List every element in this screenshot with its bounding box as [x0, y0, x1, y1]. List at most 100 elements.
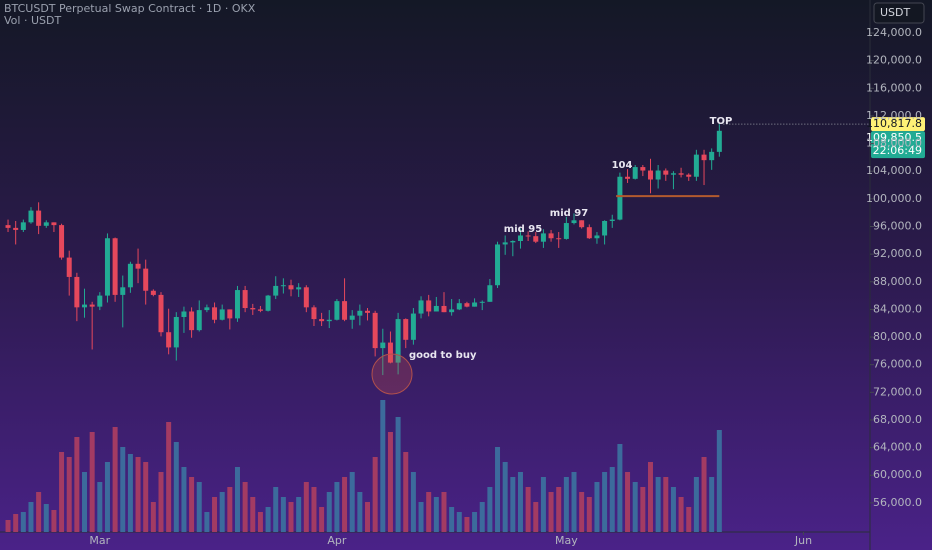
candle-body	[273, 285, 279, 296]
volume-bar	[472, 512, 478, 532]
volume-bar	[533, 502, 539, 532]
annotation: good to buy	[409, 350, 477, 361]
volume-bar	[701, 457, 707, 532]
volume-bar	[380, 400, 386, 532]
candle-body	[678, 173, 684, 175]
y-tick-label: 84,000.0	[873, 302, 922, 315]
candle-body	[502, 242, 508, 245]
volume-bar	[716, 430, 722, 532]
candle-body	[602, 220, 608, 236]
volume-bar	[617, 444, 623, 532]
candle-body	[326, 319, 332, 322]
volume-bar	[625, 472, 631, 532]
candle-body	[250, 308, 256, 310]
volume-bar	[219, 492, 225, 532]
candle-body	[563, 223, 569, 239]
candle-body	[59, 225, 65, 258]
volume-bar	[158, 472, 164, 532]
volume-bar	[502, 462, 508, 532]
candle-body	[143, 268, 149, 291]
volume-bar	[273, 487, 279, 532]
candle-body	[556, 238, 562, 240]
volume-bar	[594, 482, 600, 532]
y-tick-label: 112,000.0	[866, 109, 922, 122]
candle-body	[548, 233, 554, 239]
candle-body	[66, 257, 72, 277]
candle-body	[709, 151, 715, 161]
candle-body	[173, 317, 179, 348]
currency-button[interactable]	[873, 2, 925, 24]
volume-bar	[257, 512, 263, 532]
volume-bar	[640, 487, 646, 532]
volume-bar	[372, 457, 378, 532]
chart-title: BTCUSDT Perpetual Swap Contract · 1D · O…	[4, 2, 256, 15]
volume-bar	[548, 492, 554, 532]
candle-body	[617, 176, 623, 220]
last-price-label: 109,850.5	[866, 131, 922, 144]
volume-bar	[36, 492, 42, 532]
volume-bar	[403, 452, 409, 532]
volume-bar	[189, 477, 195, 532]
candle-body	[319, 319, 325, 322]
volume-bar	[181, 467, 187, 532]
volume-bar	[586, 497, 592, 532]
volume-bar	[495, 447, 501, 532]
candle-body	[403, 319, 409, 340]
candle-body	[219, 309, 225, 320]
candle-body	[640, 167, 646, 171]
y-tick-label: 116,000.0	[866, 81, 922, 94]
x-tick-label: May	[555, 534, 578, 547]
y-tick-label: 92,000.0	[873, 247, 922, 260]
candle-body	[418, 300, 424, 314]
candle-body	[97, 295, 103, 307]
volume-bar	[5, 520, 11, 532]
candle-body	[89, 304, 95, 307]
volume-bar	[487, 487, 493, 532]
volume-bar	[479, 502, 485, 532]
candle-body	[120, 287, 126, 295]
candle-body	[517, 235, 523, 242]
volume-bar	[517, 472, 523, 532]
candle-body	[181, 311, 187, 318]
volume-bar	[563, 477, 569, 532]
annotation: 104	[612, 160, 633, 171]
candle-body	[716, 130, 722, 152]
y-tick-label: 124,000.0	[866, 26, 922, 39]
high-label: 110,817.8	[866, 117, 922, 130]
candle-body	[166, 332, 172, 348]
volume-bar	[525, 487, 531, 532]
candle-body	[242, 290, 248, 309]
candle-body	[464, 303, 470, 307]
volume-bar	[579, 492, 585, 532]
candle-body	[288, 285, 294, 290]
volume-bar	[112, 427, 118, 532]
volume-bar	[74, 437, 80, 532]
volume-bar	[51, 510, 57, 532]
volume-bar	[365, 502, 371, 532]
volume-bar	[663, 477, 669, 532]
volume-bar	[602, 472, 608, 532]
volume-bar	[166, 422, 172, 532]
volume-bar	[319, 507, 325, 532]
candle-body	[296, 287, 302, 290]
y-tick-label: 56,000.0	[873, 496, 922, 509]
volume-bar	[410, 472, 416, 532]
volume-bar	[510, 477, 516, 532]
candle-body	[204, 307, 210, 311]
volume-bar	[127, 454, 133, 532]
volume-bar	[89, 432, 95, 532]
volume-bar	[540, 477, 546, 532]
candle-body	[20, 222, 26, 230]
volume-bar	[20, 512, 26, 532]
candle-body	[349, 315, 355, 320]
volume-bar	[311, 487, 317, 532]
annotation: mid 97	[550, 208, 588, 219]
volume-bar	[709, 477, 715, 532]
volume-bar	[433, 497, 439, 532]
volume-bar	[173, 442, 179, 532]
currency-button-label[interactable]: USDT	[880, 6, 911, 19]
annotation: mid 95	[504, 224, 542, 235]
volume-layer	[5, 400, 722, 532]
